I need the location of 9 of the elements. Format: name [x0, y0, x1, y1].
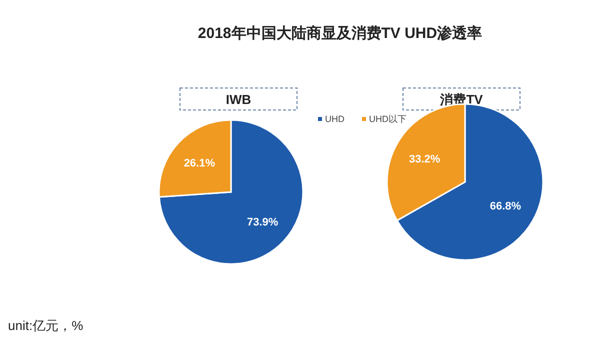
data-label: 33.2%	[408, 153, 440, 166]
legend-label: UHD以下	[369, 114, 406, 124]
data-label: 26.1%	[184, 158, 216, 170]
legend-label: UHD	[325, 114, 345, 124]
text: unit:亿元，%	[8, 318, 84, 333]
data-label: 66.8%	[490, 200, 522, 213]
data-label: 73.9%	[246, 216, 278, 228]
chart-title: 2018年中国大陆商显及消费TV UHD渗透率	[198, 24, 482, 42]
slice-label: IWB	[226, 92, 252, 107]
